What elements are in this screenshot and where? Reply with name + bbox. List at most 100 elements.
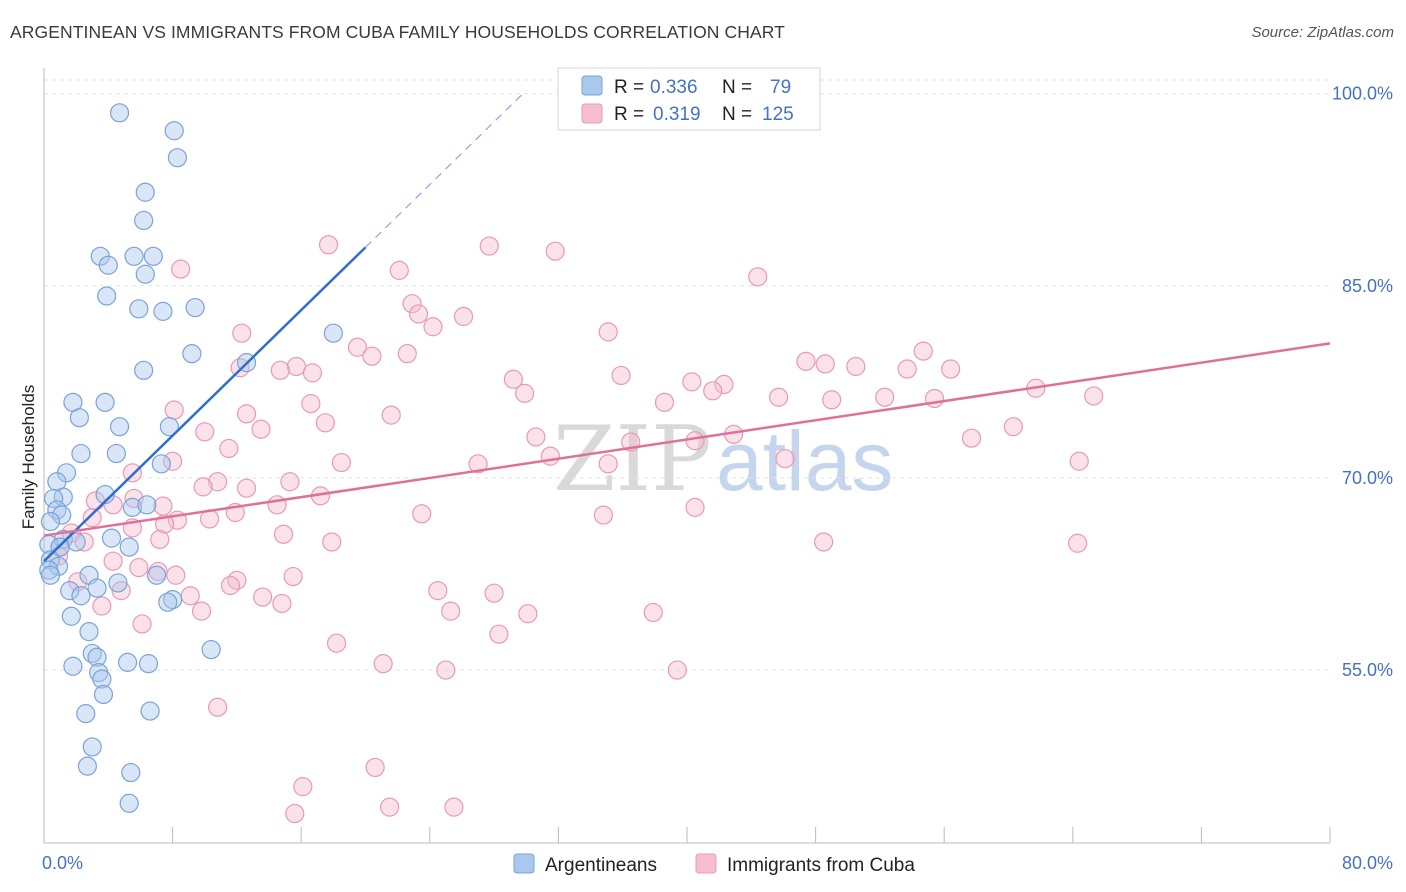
argentinean-point	[129, 299, 149, 319]
cuba-point	[180, 586, 200, 606]
y-tick-label: 85.0%	[1342, 276, 1393, 296]
argentinean-point	[71, 586, 91, 606]
argentinean-point	[79, 622, 99, 642]
cuba-point	[251, 419, 271, 439]
cuba-point	[924, 388, 945, 409]
argentinean-point	[87, 578, 107, 598]
legend-r-value-cuba: 0.319	[653, 104, 701, 125]
cuba-point	[814, 532, 834, 552]
cuba-point	[82, 508, 102, 528]
argentinean-point	[69, 408, 89, 428]
argentinean-point	[124, 246, 144, 266]
cuba-point	[402, 294, 422, 314]
y-axis-label: Family Households	[19, 385, 38, 530]
cuba-point	[484, 583, 504, 603]
argentineans-points	[39, 103, 343, 813]
argentinean-point	[61, 606, 81, 626]
cuba-point	[129, 557, 149, 578]
cuba-point	[489, 624, 509, 644]
cuba-point	[515, 383, 535, 403]
immigrants-from-cuba-points	[48, 235, 1104, 824]
cuba-point	[598, 454, 618, 474]
cuba-point	[593, 505, 614, 525]
cuba-point	[769, 387, 789, 407]
argentinean-point	[40, 511, 61, 532]
argentinean-point	[106, 443, 126, 464]
cuba-point	[714, 374, 734, 395]
argentineans-trend-line	[43, 246, 367, 563]
cuba-point	[293, 777, 313, 797]
legend-r-label-argentineans: R =	[614, 77, 644, 98]
cuba-point	[272, 593, 292, 614]
cuba-point	[193, 477, 213, 497]
argentinean-point	[119, 537, 139, 557]
argentinean-point	[201, 639, 221, 660]
cuba-point	[703, 381, 723, 401]
legend-n-label-argentineans: N =	[722, 77, 752, 98]
cuba-point	[322, 532, 342, 552]
bottom-legend-label-cuba: Immigrants from Cuba	[727, 855, 915, 876]
x-tick-label-max: 80.0%	[1342, 853, 1393, 873]
cuba-point	[362, 346, 382, 366]
cuba-point	[267, 495, 287, 515]
legend-n-label-cuba: N =	[722, 104, 752, 125]
argentinean-point	[101, 528, 122, 548]
cuba-point	[191, 601, 212, 621]
argentinean-point	[122, 497, 143, 517]
cuba-point	[897, 359, 917, 379]
cuba-point	[273, 524, 294, 544]
cuba-point	[468, 454, 488, 474]
argentinean-point	[146, 565, 167, 585]
argentinean-point	[92, 669, 112, 689]
cuba-point	[302, 363, 323, 383]
argentinean-point	[135, 264, 155, 284]
cuba-point	[103, 551, 123, 571]
cuba-point	[227, 570, 247, 590]
cuba-point	[331, 452, 351, 473]
cuba-point	[171, 259, 191, 279]
argentinean-point	[52, 505, 72, 525]
cuba-point	[1069, 451, 1089, 471]
cuba-point	[365, 757, 385, 778]
argentinean-point	[185, 297, 205, 318]
argentinean-point	[158, 592, 178, 612]
cuba-point	[132, 614, 152, 634]
cuba-point	[540, 446, 560, 466]
y-tick-label: 70.0%	[1342, 468, 1393, 488]
cuba-point	[389, 260, 409, 280]
cuba-point	[164, 400, 184, 420]
legend-swatch-cuba	[581, 103, 603, 124]
cuba-point	[775, 449, 795, 469]
stats-legend: R = 0.336 N = 79 R = 0.319 N = 125	[557, 67, 821, 131]
legend-n-value-cuba: 125	[762, 104, 794, 125]
cuba-point	[111, 581, 131, 601]
cuba-point	[412, 504, 432, 524]
argentinean-point	[98, 255, 118, 275]
cuba-point	[518, 604, 538, 624]
cuba-point	[685, 431, 705, 451]
cuba-point	[373, 654, 393, 674]
argentinean-point	[159, 417, 179, 437]
y-tick-label: 55.0%	[1342, 660, 1393, 680]
argentinean-point	[167, 148, 188, 168]
cuba-trend-line	[43, 342, 1331, 537]
cuba-point	[230, 358, 250, 378]
argentinean-point	[60, 581, 80, 601]
cuba-point	[428, 581, 448, 601]
cuba-point	[208, 697, 228, 717]
series-legend: Argentineans Immigrants from Cuba	[513, 853, 915, 876]
cuba-point	[441, 601, 461, 621]
cuba-point	[611, 365, 631, 386]
legend-swatch-argentineans	[581, 75, 603, 96]
cuba-point	[1003, 417, 1023, 437]
bottom-legend-swatch-cuba	[695, 853, 717, 874]
argentinean-point	[138, 654, 159, 674]
cuba-point	[381, 405, 401, 425]
cuba-point	[682, 372, 702, 392]
argentinean-point	[140, 701, 160, 721]
argentinean-point	[164, 121, 184, 141]
y-tick-label: 100.0%	[1332, 84, 1393, 104]
cuba-point	[285, 803, 305, 824]
bottom-legend-swatch-argentineans	[513, 853, 535, 874]
argentinean-point	[153, 301, 173, 321]
